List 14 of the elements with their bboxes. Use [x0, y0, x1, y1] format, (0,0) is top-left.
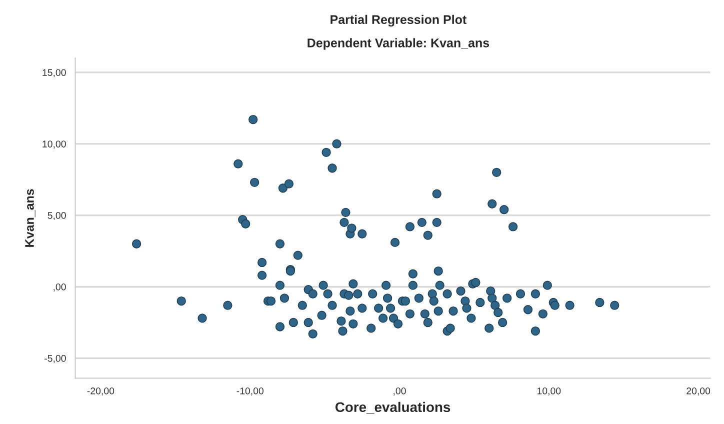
x-tick-label: 10,00: [537, 387, 561, 396]
x-tick-label: -20,00: [87, 387, 114, 396]
y-tick-label: 5,00: [48, 212, 66, 220]
y-tick-label: 10,00: [42, 140, 66, 149]
y-tick-label: -5,00: [44, 354, 66, 363]
y-tick-label: ,00: [54, 283, 66, 292]
chart-title: Partial Regression Plot: [330, 14, 466, 27]
y-axis-title: Kvan_ans: [25, 189, 36, 247]
x-tick-label: -10,00: [236, 387, 264, 396]
x-tick-label: 20,00: [686, 387, 710, 396]
chart-subtitle: Dependent Variable: Kvan_ans: [308, 38, 490, 50]
y-tick-label: 15,00: [42, 69, 66, 78]
x-axis-title: Core_evaluations: [335, 402, 450, 414]
x-tick-label: ,00: [394, 387, 406, 396]
